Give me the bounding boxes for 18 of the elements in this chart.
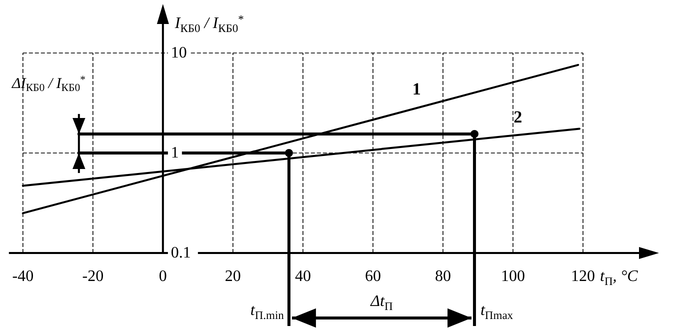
series-label: 1 — [412, 79, 421, 98]
x-tick-label: 120 — [570, 268, 595, 285]
x-tick-label: 40 — [294, 268, 311, 285]
y-tick-label: 1 — [170, 144, 179, 162]
series-label: 2 — [514, 107, 522, 126]
x-tick-label: -40 — [12, 268, 34, 285]
x-tick-label: -20 — [82, 268, 104, 285]
ref-line-label: t$_{П.min}$ — [250, 302, 284, 322]
y-tick-label: 10 — [170, 44, 187, 62]
x-tick-label: 20 — [224, 268, 241, 285]
x-axis-title: t$_{П}$, °C — [600, 268, 638, 288]
y-tick-label: 0.1 — [170, 244, 191, 262]
x-tick-label: 80 — [434, 268, 451, 285]
x-tick-label: 100 — [500, 268, 525, 285]
ref-line-label: t$_{Пmax}$ — [480, 302, 514, 322]
x-tick-label: 60 — [364, 268, 381, 285]
text: Δt$_{П}$ — [370, 293, 393, 313]
x-tick-label: 0 — [158, 268, 167, 285]
